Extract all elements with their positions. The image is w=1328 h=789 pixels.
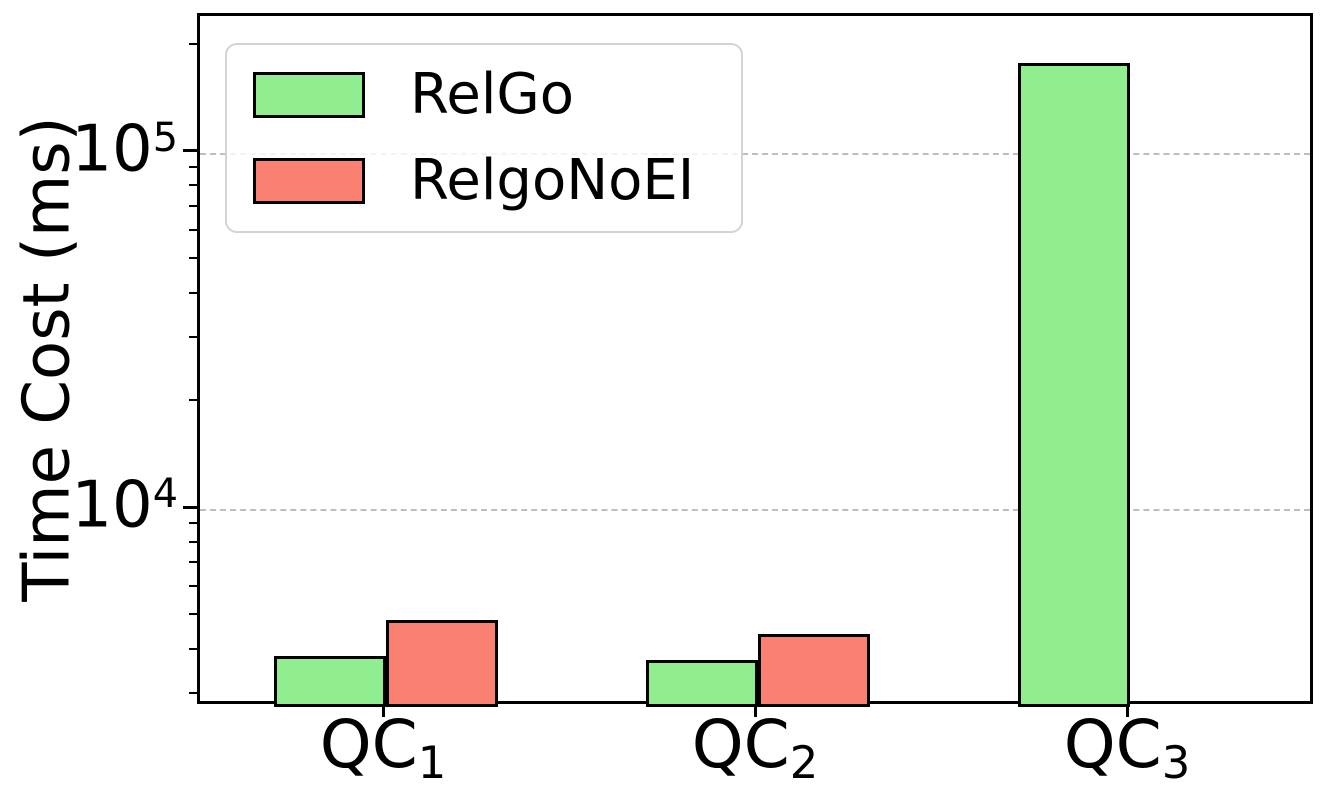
bar-relgo-qc3 (1018, 63, 1130, 707)
bar-relgonoei-qc1 (386, 620, 498, 707)
y-minor-tick (189, 692, 197, 695)
y-major-tick (183, 149, 197, 153)
y-tick-label: 105 (0, 118, 178, 182)
y-tick-label-base: 10 (71, 112, 153, 187)
legend-item-relgo: RelGo (253, 65, 741, 125)
y-minor-tick (189, 184, 197, 187)
y-minor-tick (189, 205, 197, 208)
y-minor-tick (189, 166, 197, 169)
x-tick-label-base: QC (691, 706, 790, 783)
y-minor-tick (189, 613, 197, 616)
x-tick-qc3 (1125, 704, 1129, 717)
y-gridline-10e4 (200, 509, 1310, 512)
x-tick-label-subscript: 2 (789, 736, 819, 789)
x-tick-label-base: QC (1063, 706, 1162, 783)
legend-label-relgo: RelGo (410, 62, 575, 127)
legend-item-relgonoei: RelgoNoEI (253, 151, 741, 211)
x-tick-label-qc2: QC2 (692, 712, 819, 786)
y-tick-label-exponent: 4 (152, 470, 178, 517)
y-gridline-10e5 (200, 152, 1310, 155)
y-minor-tick (189, 336, 197, 339)
legend-label-relgonoei: RelgoNoEI (410, 148, 695, 213)
x-tick-label-base: QC (319, 706, 418, 783)
y-minor-tick (189, 228, 197, 231)
y-tick-label-base: 10 (71, 468, 153, 543)
y-minor-tick (189, 42, 197, 45)
x-tick-label-subscript: 3 (1161, 736, 1191, 789)
y-minor-tick (189, 540, 197, 543)
legend: RelGo RelgoNoEI (225, 43, 743, 233)
y-minor-tick (189, 398, 197, 401)
x-tick-label-subscript: 1 (417, 736, 447, 789)
x-tick-qc2 (753, 704, 757, 717)
y-minor-tick (189, 257, 197, 260)
bar-relgo-qc1 (274, 655, 386, 707)
y-minor-tick (189, 647, 197, 650)
y-minor-tick (189, 522, 197, 525)
legend-swatch-relgonoei (253, 158, 365, 204)
y-tick-label-exponent: 5 (152, 114, 178, 161)
y-minor-tick (189, 291, 197, 294)
y-major-tick (183, 505, 197, 509)
legend-swatch-relgo (253, 72, 365, 118)
y-tick-label: 104 (0, 474, 178, 538)
y-minor-tick (189, 561, 197, 564)
x-tick-qc1 (381, 704, 385, 717)
bar-relgonoei-qc2 (758, 633, 870, 707)
y-minor-tick (189, 585, 197, 588)
x-tick-label-qc3: QC3 (1064, 712, 1191, 786)
bar-relgo-qc2 (646, 659, 758, 707)
x-tick-label-qc1: QC1 (320, 712, 447, 786)
